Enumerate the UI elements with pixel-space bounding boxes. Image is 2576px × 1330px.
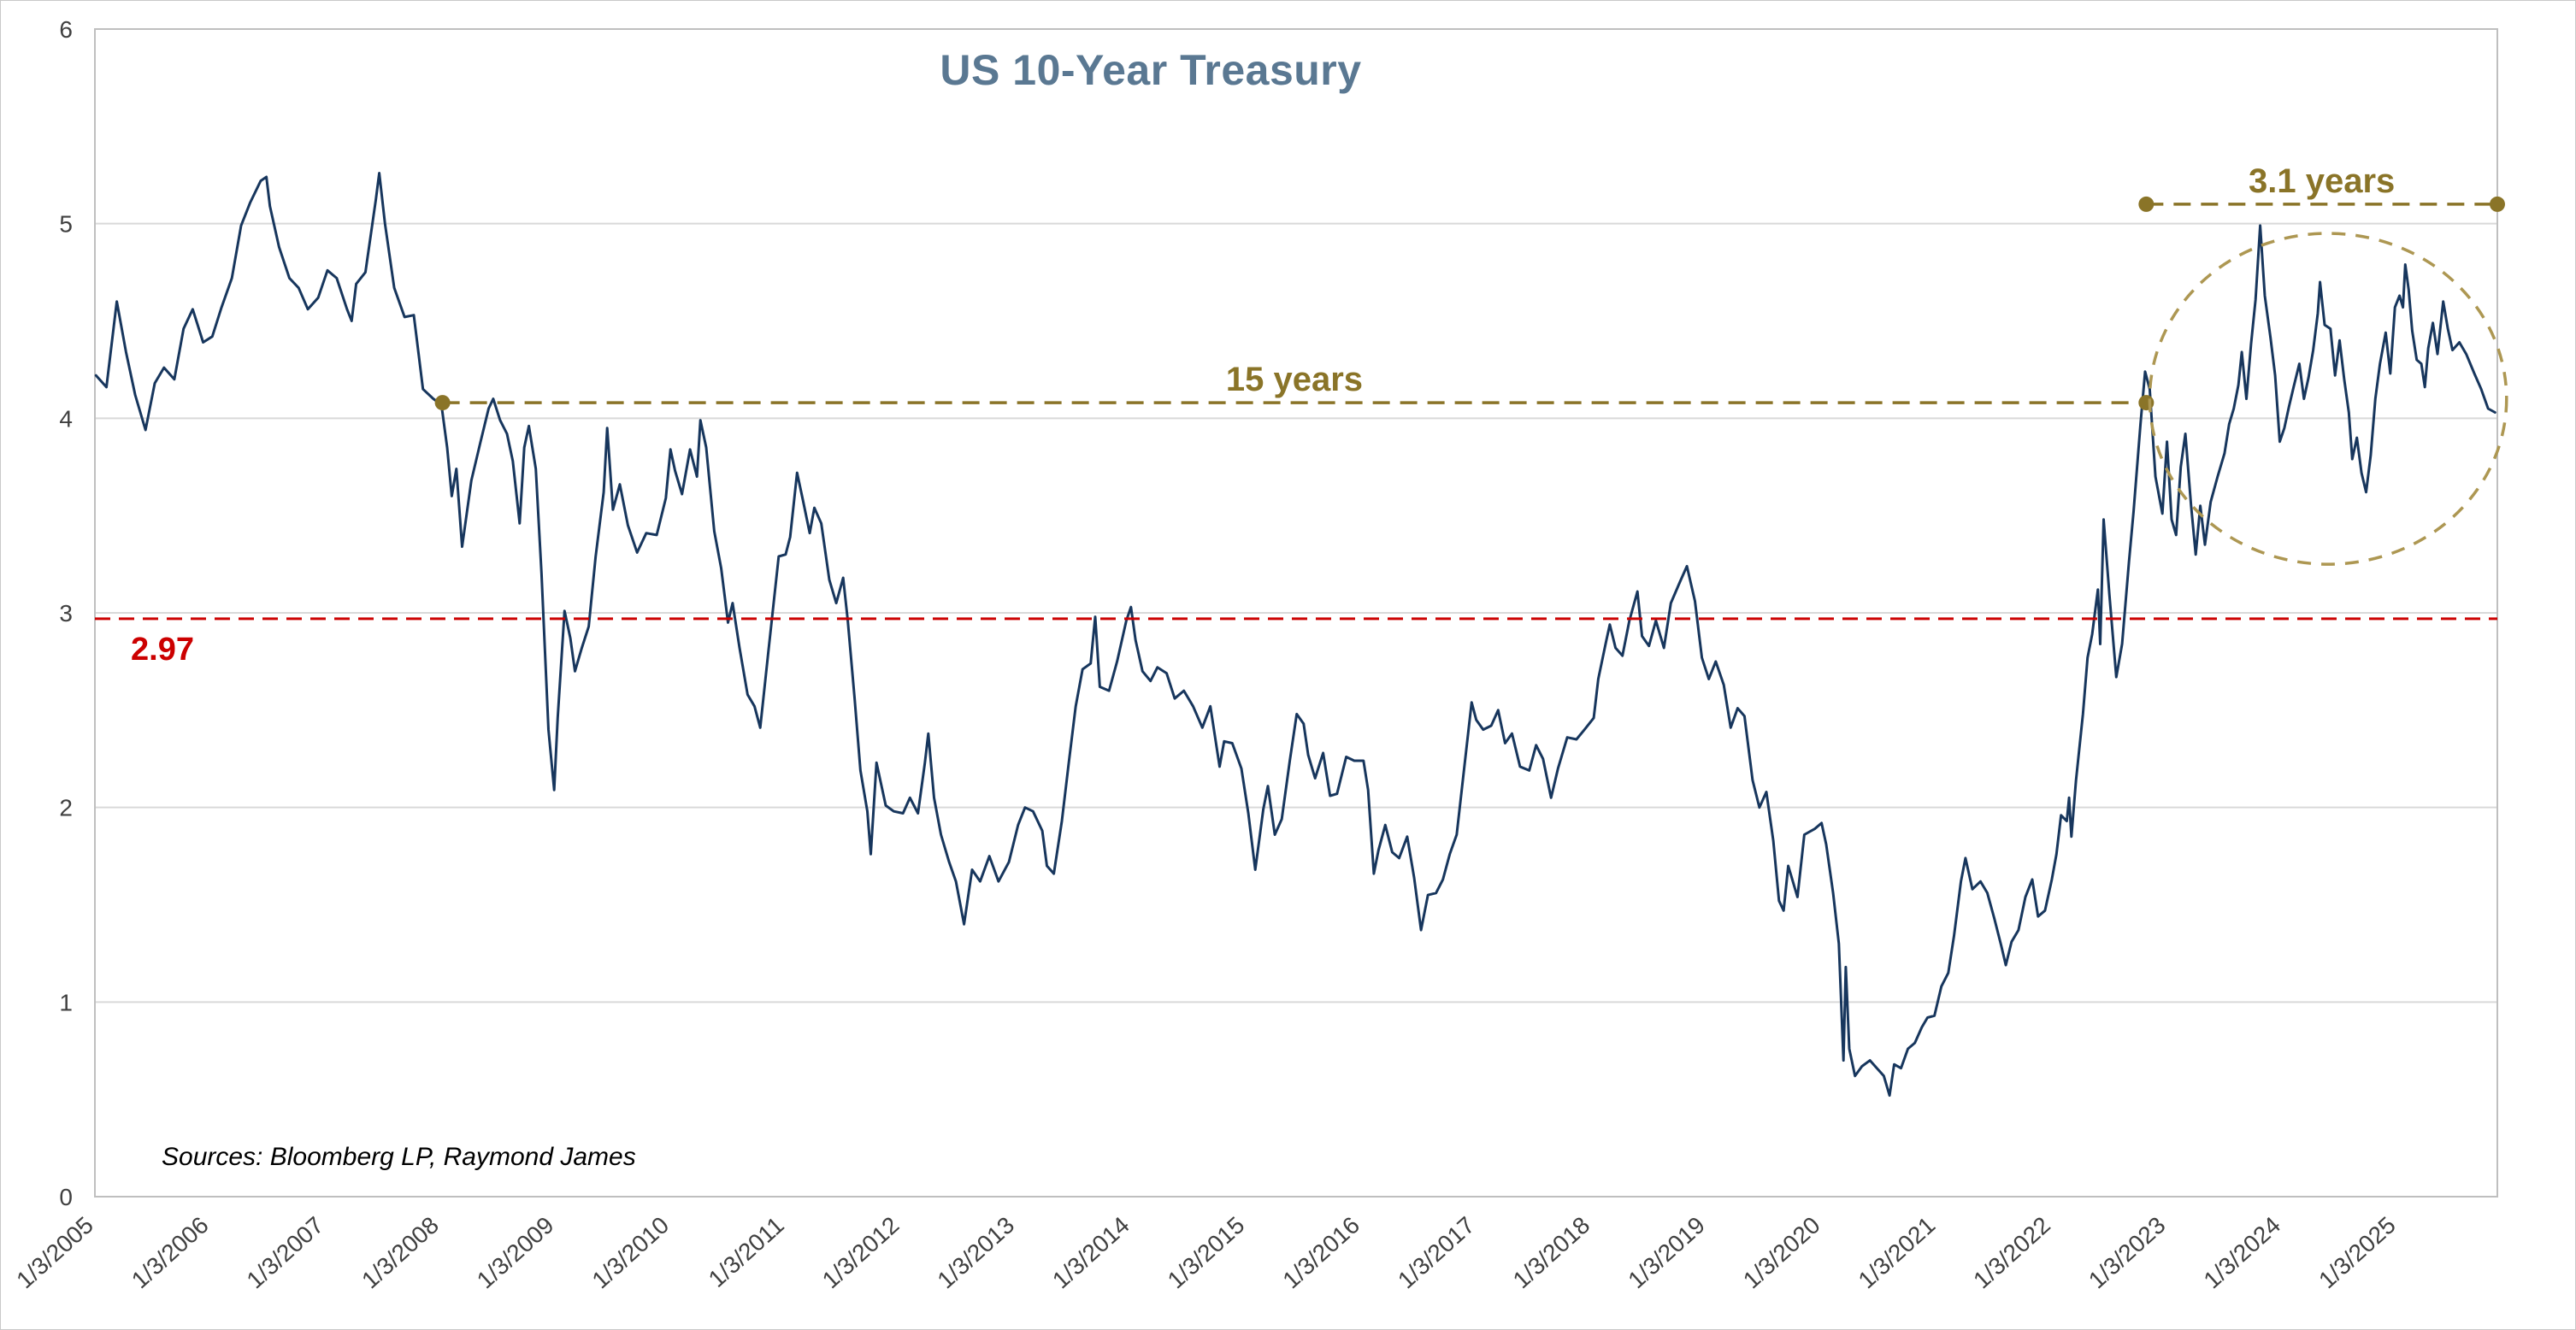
x-axis-tick-label: 1/3/2020 <box>1738 1211 1825 1293</box>
reference-line-label: 2.97 <box>131 632 194 668</box>
x-axis-tick-label: 1/3/2019 <box>1623 1211 1710 1293</box>
x-axis-tick-label: 1/3/2022 <box>1968 1211 2055 1293</box>
x-axis-tick-label: 1/3/2024 <box>2198 1211 2285 1293</box>
y-axis-tick-label: 5 <box>59 211 73 238</box>
y-axis-tick-label: 2 <box>59 795 73 821</box>
y-axis-tick-label: 6 <box>59 16 73 43</box>
x-axis-tick-label: 1/3/2009 <box>472 1211 559 1293</box>
x-axis-tick-label: 1/3/2015 <box>1163 1211 1250 1293</box>
source-note: Sources: Bloomberg LP, Raymond James <box>162 1143 636 1171</box>
x-axis-tick-label: 1/3/2010 <box>587 1211 674 1293</box>
y-axis-tick-label: 1 <box>59 989 73 1015</box>
x-axis-tick-label: 1/3/2008 <box>357 1211 444 1293</box>
duration-span-endpoint <box>2490 196 2505 212</box>
duration-span-endpoint <box>434 395 451 411</box>
duration-span-endpoint <box>2138 395 2155 411</box>
x-axis-tick-label: 1/3/2025 <box>2314 1211 2401 1293</box>
x-axis-tick-label: 1/3/2023 <box>2084 1211 2171 1293</box>
x-axis-tick-label: 1/3/2006 <box>127 1211 214 1293</box>
series-path <box>94 172 2496 1098</box>
highlight-ellipse <box>2148 232 2508 566</box>
chart-title: US 10-Year Treasury <box>940 46 1362 94</box>
x-axis-tick-label: 1/3/2012 <box>817 1211 905 1293</box>
plot-border <box>94 28 2498 1198</box>
x-axis-tick-label: 1/3/2018 <box>1508 1211 1595 1293</box>
x-axis-tick-label: 1/3/2021 <box>1854 1211 1941 1293</box>
duration-span-label: 3.1 years <box>2249 162 2395 200</box>
x-axis-tick-label: 1/3/2014 <box>1047 1211 1135 1293</box>
y-axis-tick-label: 0 <box>59 1184 73 1210</box>
x-axis-tick-label: 1/3/2016 <box>1277 1211 1365 1293</box>
y-axis-tick-label: 3 <box>59 600 73 627</box>
duration-span-label: 15 years <box>1226 361 1363 398</box>
y-axis-tick-label: 4 <box>59 405 73 432</box>
x-axis-tick-label: 1/3/2007 <box>242 1211 329 1293</box>
x-axis-tick-label: 1/3/2017 <box>1393 1211 1480 1293</box>
x-axis-tick-label: 1/3/2013 <box>932 1211 1019 1293</box>
x-axis-tick-label: 1/3/2005 <box>11 1211 98 1293</box>
x-axis-tick-label: 1/3/2011 <box>704 1211 789 1292</box>
duration-span-endpoint <box>2138 196 2155 212</box>
